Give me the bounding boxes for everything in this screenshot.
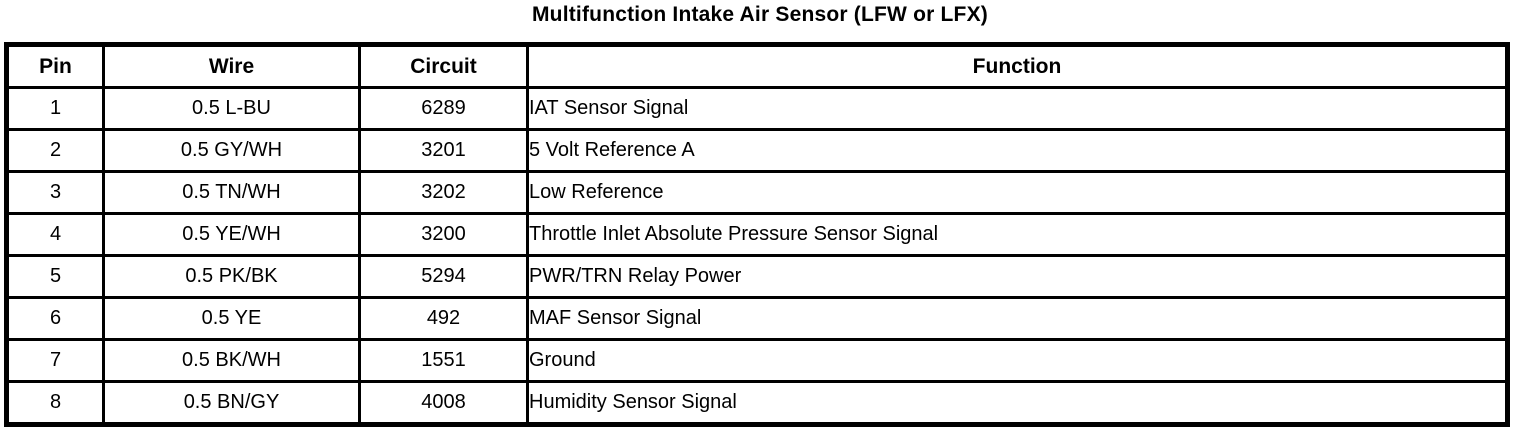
cell-circuit: 4008	[358, 380, 529, 426]
cell-pin: 8	[5, 380, 105, 426]
table-row: 8 0.5 BN/GY 4008 Humidity Sensor Signal	[5, 380, 1509, 426]
pinout-table: Pin Wire Circuit Function 1 0.5 L-BU 6289 I…	[4, 42, 1510, 427]
cell-function: Ground	[526, 338, 1509, 383]
cell-circuit: 3202	[358, 170, 529, 215]
cell-wire: 0.5 BN/GY	[102, 380, 361, 426]
cell-wire: 0.5 YE	[102, 296, 361, 341]
table-header: Pin Wire Circuit Function	[5, 43, 1509, 89]
cell-pin: 6	[5, 296, 105, 341]
table-row: 3 0.5 TN/WH 3202 Low Reference	[5, 170, 1509, 215]
column-header-circuit: Circuit	[358, 43, 529, 89]
cell-pin: 2	[5, 128, 105, 173]
table-row: 1 0.5 L-BU 6289 IAT Sensor Signal	[5, 86, 1509, 131]
cell-wire: 0.5 TN/WH	[102, 170, 361, 215]
cell-function: Throttle Inlet Absolute Pressure Sensor …	[526, 212, 1509, 257]
cell-wire: 0.5 BK/WH	[102, 338, 361, 383]
cell-function: PWR/TRN Relay Power	[526, 254, 1509, 299]
column-header-wire: Wire	[102, 43, 361, 89]
cell-wire: 0.5 YE/WH	[102, 212, 361, 257]
table-row: 5 0.5 PK/BK 5294 PWR/TRN Relay Power	[5, 254, 1509, 299]
table-row: 6 0.5 YE 492 MAF Sensor Signal	[5, 296, 1509, 341]
cell-circuit: 3200	[358, 212, 529, 257]
cell-circuit: 492	[358, 296, 529, 341]
table-row: 7 0.5 BK/WH 1551 Ground	[5, 338, 1509, 383]
cell-circuit: 3201	[358, 128, 529, 173]
cell-pin: 1	[5, 86, 105, 131]
cell-function: Humidity Sensor Signal	[526, 380, 1509, 426]
cell-circuit: 1551	[358, 338, 529, 383]
cell-function: MAF Sensor Signal	[526, 296, 1509, 341]
cell-pin: 5	[5, 254, 105, 299]
cell-wire: 0.5 GY/WH	[102, 128, 361, 173]
cell-circuit: 6289	[358, 86, 529, 131]
table-row: 2 0.5 GY/WH 3201 5 Volt Reference A	[5, 128, 1509, 173]
column-header-function: Function	[526, 43, 1509, 89]
cell-function: 5 Volt Reference A	[526, 128, 1509, 173]
page-title: Multifunction Intake Air Sensor (LFW or …	[531, 3, 988, 26]
cell-function: IAT Sensor Signal	[526, 86, 1509, 131]
column-header-pin: Pin	[5, 43, 105, 89]
cell-pin: 4	[5, 212, 105, 257]
table-row: 4 0.5 YE/WH 3200 Throttle Inlet Absolute Pr…	[5, 212, 1509, 257]
cell-wire: 0.5 PK/BK	[102, 254, 361, 299]
table-body: 1 0.5 L-BU 6289 IAT Sensor Signal 2 0.5 GY/WH…	[5, 86, 1509, 426]
table-header-row: Pin Wire Circuit Function	[5, 43, 1509, 89]
cell-pin: 3	[5, 170, 105, 215]
cell-pin: 7	[5, 338, 105, 383]
cell-function: Low Reference	[526, 170, 1509, 215]
cell-wire: 0.5 L-BU	[102, 86, 361, 131]
cell-circuit: 5294	[358, 254, 529, 299]
